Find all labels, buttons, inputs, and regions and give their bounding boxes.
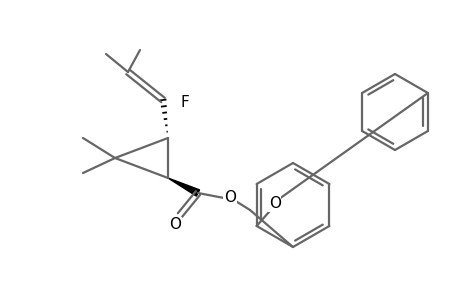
Polygon shape [168, 178, 199, 196]
Text: F: F [180, 94, 189, 110]
Text: O: O [224, 190, 235, 206]
Text: O: O [168, 218, 180, 232]
Text: O: O [268, 196, 280, 211]
